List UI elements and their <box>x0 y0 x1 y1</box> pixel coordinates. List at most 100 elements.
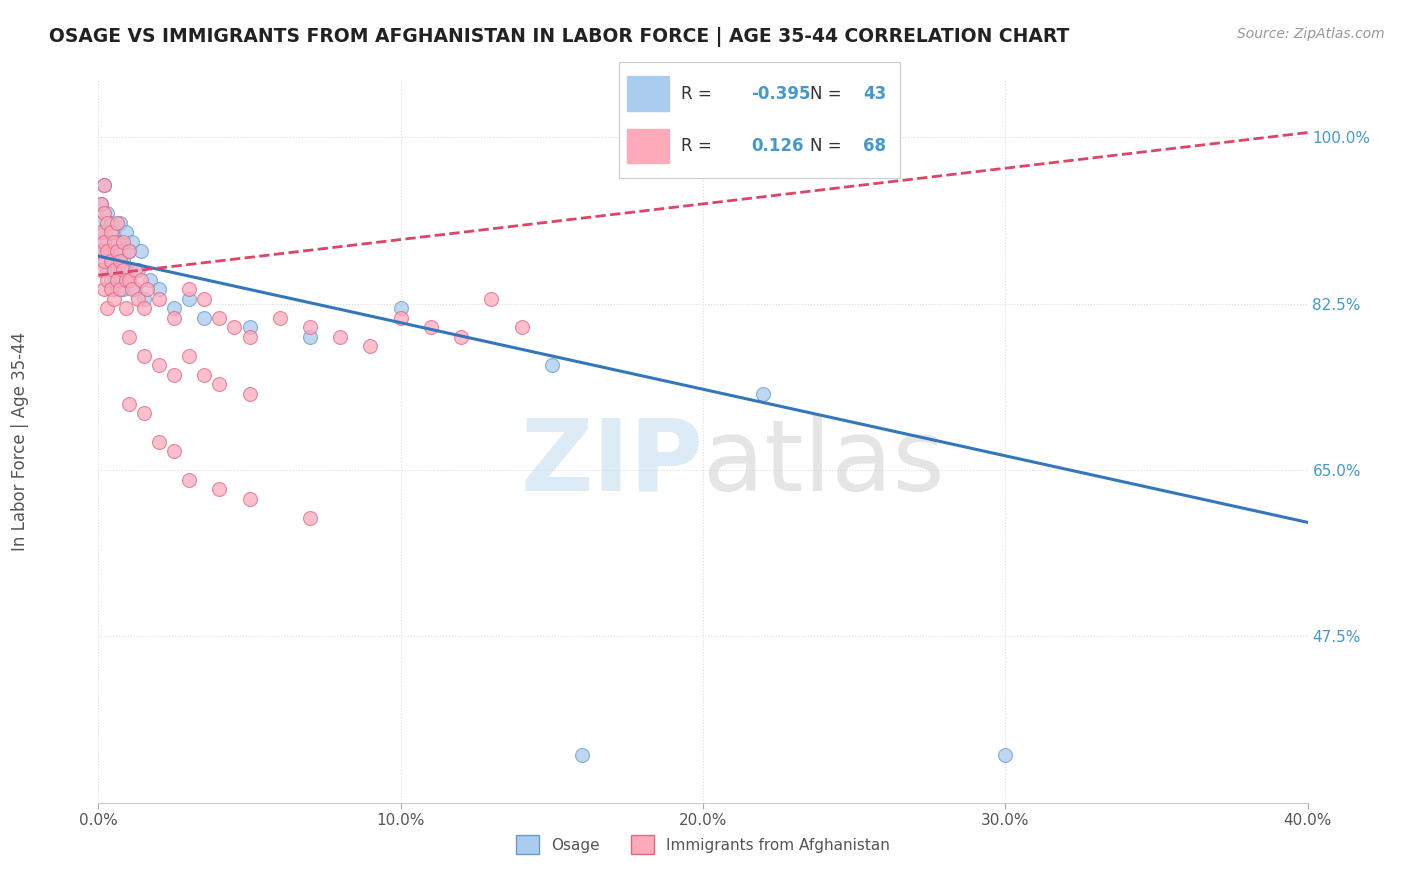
Point <box>114 263 136 277</box>
Text: 43: 43 <box>863 85 887 103</box>
Point <box>111 253 134 268</box>
Point <box>93 178 115 192</box>
Point <box>90 263 112 277</box>
Point <box>179 473 201 487</box>
Bar <box>627 128 669 163</box>
Text: ZIP: ZIP <box>520 415 703 512</box>
Point <box>93 226 115 240</box>
Point <box>108 253 131 268</box>
Point <box>389 301 412 316</box>
Point <box>239 320 262 334</box>
Point <box>994 748 1017 763</box>
Point <box>752 387 775 401</box>
Point <box>103 263 125 277</box>
Point <box>208 310 231 325</box>
Point <box>100 282 122 296</box>
Point <box>96 273 118 287</box>
Point <box>118 396 141 410</box>
Point <box>103 292 125 306</box>
Point <box>111 263 134 277</box>
Point <box>299 510 322 524</box>
Point <box>148 282 170 296</box>
Point <box>481 292 503 306</box>
Point <box>118 273 141 287</box>
Point <box>121 235 143 249</box>
Point <box>420 320 443 334</box>
Point <box>329 330 352 344</box>
Point <box>148 359 170 373</box>
Point <box>121 282 143 296</box>
Point <box>163 368 186 382</box>
Point <box>103 282 125 296</box>
Point <box>208 482 231 496</box>
Point <box>129 244 152 259</box>
Y-axis label: In Labor Force | Age 35-44: In Labor Force | Age 35-44 <box>11 332 30 551</box>
Text: atlas: atlas <box>703 415 945 512</box>
Point <box>127 263 149 277</box>
Point <box>127 292 149 306</box>
Point <box>239 330 262 344</box>
Point <box>114 301 136 316</box>
Text: 0.126: 0.126 <box>751 137 803 155</box>
Text: R =: R = <box>681 137 717 155</box>
Text: N =: N = <box>810 137 846 155</box>
Point <box>100 253 122 268</box>
Point <box>111 235 134 249</box>
Point <box>118 330 141 344</box>
Point <box>108 244 131 259</box>
Point <box>105 244 128 259</box>
Point <box>114 226 136 240</box>
Point <box>103 253 125 268</box>
Point <box>132 349 155 363</box>
Point <box>96 263 118 277</box>
Point <box>571 748 593 763</box>
Point <box>132 292 155 306</box>
Point <box>93 253 115 268</box>
Point <box>100 216 122 230</box>
Point <box>96 206 118 220</box>
Point <box>224 320 246 334</box>
Point <box>124 263 146 277</box>
Text: R =: R = <box>681 85 717 103</box>
Point <box>118 273 141 287</box>
Point <box>118 244 141 259</box>
Point <box>96 235 118 249</box>
Point <box>90 197 112 211</box>
Point <box>132 406 155 420</box>
Point <box>139 273 162 287</box>
Point <box>269 310 291 325</box>
Point <box>96 301 118 316</box>
Point <box>93 206 115 220</box>
Point <box>114 273 136 287</box>
Point <box>163 310 186 325</box>
Point <box>450 330 472 344</box>
Point <box>103 235 125 249</box>
Point <box>108 273 131 287</box>
Legend: Osage, Immigrants from Afghanistan: Osage, Immigrants from Afghanistan <box>510 830 896 860</box>
Text: -0.395: -0.395 <box>751 85 810 103</box>
Point <box>193 292 215 306</box>
Point <box>93 244 115 259</box>
Bar <box>627 77 669 112</box>
Point <box>193 368 215 382</box>
Point <box>208 377 231 392</box>
Point <box>510 320 533 334</box>
Point <box>90 216 112 230</box>
Point <box>299 320 322 334</box>
Point <box>96 216 118 230</box>
Point <box>179 292 201 306</box>
Text: 68: 68 <box>863 137 886 155</box>
Point <box>93 253 115 268</box>
Point <box>299 330 322 344</box>
Point <box>129 273 152 287</box>
Point <box>100 244 122 259</box>
Point <box>179 349 201 363</box>
Text: Source: ZipAtlas.com: Source: ZipAtlas.com <box>1237 27 1385 41</box>
Point <box>193 310 215 325</box>
Point <box>100 226 122 240</box>
Point <box>135 282 157 296</box>
Point <box>179 282 201 296</box>
Point <box>105 235 128 249</box>
Point <box>239 387 262 401</box>
Point <box>132 301 155 316</box>
